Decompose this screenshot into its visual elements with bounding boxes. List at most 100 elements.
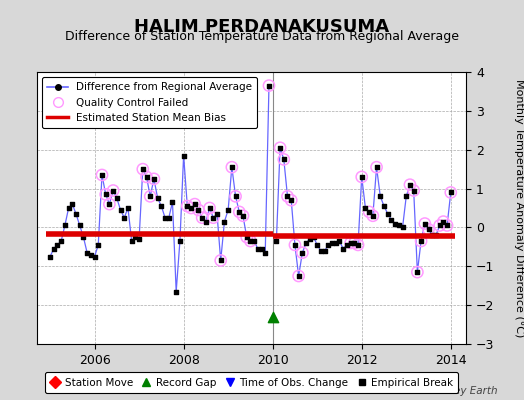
Point bbox=[287, 197, 296, 204]
Point bbox=[79, 234, 88, 240]
Point bbox=[109, 187, 117, 194]
Point bbox=[428, 232, 436, 238]
Point bbox=[291, 242, 299, 248]
Point bbox=[235, 209, 244, 215]
Text: HALIM PERDANAKUSUMA: HALIM PERDANAKUSUMA bbox=[135, 18, 389, 36]
Point bbox=[157, 203, 166, 209]
Point bbox=[298, 250, 307, 256]
Point bbox=[424, 226, 433, 232]
Point bbox=[109, 187, 117, 194]
Point bbox=[213, 211, 221, 217]
Point bbox=[172, 288, 180, 295]
Point bbox=[243, 234, 251, 240]
Point bbox=[365, 209, 374, 215]
Point bbox=[86, 252, 95, 258]
Point bbox=[432, 232, 440, 238]
Point bbox=[239, 212, 247, 219]
Point bbox=[406, 182, 414, 188]
Point bbox=[446, 189, 455, 196]
Point bbox=[64, 205, 73, 211]
Point bbox=[68, 201, 77, 207]
Point bbox=[294, 273, 303, 279]
Text: Difference of Station Temperature Data from Regional Average: Difference of Station Temperature Data f… bbox=[65, 30, 459, 43]
Point bbox=[265, 82, 273, 89]
Point bbox=[94, 242, 103, 248]
Point bbox=[83, 250, 91, 256]
Point bbox=[398, 224, 407, 231]
Point bbox=[369, 212, 377, 219]
Point bbox=[421, 220, 429, 227]
Point bbox=[324, 242, 333, 248]
Point bbox=[183, 203, 191, 209]
Point bbox=[235, 209, 244, 215]
Legend: Station Move, Record Gap, Time of Obs. Change, Empirical Break: Station Move, Record Gap, Time of Obs. C… bbox=[45, 372, 459, 393]
Point bbox=[187, 205, 195, 211]
Point bbox=[154, 195, 162, 202]
Point bbox=[265, 82, 273, 89]
Point bbox=[205, 205, 214, 211]
Point bbox=[406, 182, 414, 188]
Point bbox=[328, 240, 336, 246]
Point bbox=[227, 164, 236, 170]
Point bbox=[50, 246, 58, 252]
Point bbox=[202, 218, 210, 225]
Point bbox=[387, 216, 396, 223]
Point bbox=[365, 209, 374, 215]
Point bbox=[105, 201, 114, 207]
Point bbox=[224, 207, 232, 213]
Point bbox=[321, 248, 329, 254]
Point bbox=[90, 253, 99, 260]
Point bbox=[413, 269, 422, 275]
Point bbox=[198, 214, 206, 221]
Point bbox=[350, 240, 358, 246]
Point bbox=[176, 238, 184, 244]
Point bbox=[287, 197, 296, 204]
Point bbox=[409, 187, 418, 194]
Point bbox=[205, 205, 214, 211]
Point bbox=[194, 207, 203, 213]
Point bbox=[143, 174, 151, 180]
Point bbox=[138, 166, 147, 172]
Point bbox=[354, 242, 362, 248]
Point bbox=[417, 238, 425, 244]
Point bbox=[250, 238, 258, 244]
Point bbox=[380, 203, 388, 209]
Point bbox=[131, 234, 139, 240]
Point bbox=[124, 205, 132, 211]
Point bbox=[220, 218, 228, 225]
Point bbox=[165, 214, 173, 221]
Point bbox=[194, 207, 203, 213]
Point bbox=[183, 203, 191, 209]
Point bbox=[53, 242, 62, 248]
Point bbox=[309, 234, 318, 240]
Text: Berkeley Earth: Berkeley Earth bbox=[421, 386, 498, 396]
Point bbox=[291, 242, 299, 248]
Point bbox=[61, 222, 69, 229]
Point bbox=[232, 193, 240, 200]
Point bbox=[305, 236, 314, 242]
Point bbox=[439, 218, 447, 225]
Point bbox=[443, 222, 451, 229]
Point bbox=[421, 220, 429, 227]
Point bbox=[294, 273, 303, 279]
Point bbox=[446, 189, 455, 196]
Point bbox=[216, 257, 225, 264]
Point bbox=[72, 211, 80, 217]
Point bbox=[268, 314, 277, 320]
Y-axis label: Monthly Temperature Anomaly Difference (°C): Monthly Temperature Anomaly Difference (… bbox=[514, 79, 524, 337]
Point bbox=[395, 222, 403, 229]
Point bbox=[216, 257, 225, 264]
Point bbox=[373, 164, 381, 170]
Point bbox=[443, 222, 451, 229]
Point bbox=[105, 201, 114, 207]
Point bbox=[150, 176, 158, 182]
Point bbox=[191, 201, 199, 207]
Point bbox=[98, 172, 106, 178]
Point bbox=[146, 193, 155, 200]
Point bbox=[187, 205, 195, 211]
Point bbox=[261, 250, 269, 256]
Point bbox=[168, 199, 177, 205]
Point bbox=[276, 144, 285, 151]
Point bbox=[246, 238, 255, 244]
Point bbox=[313, 242, 321, 248]
